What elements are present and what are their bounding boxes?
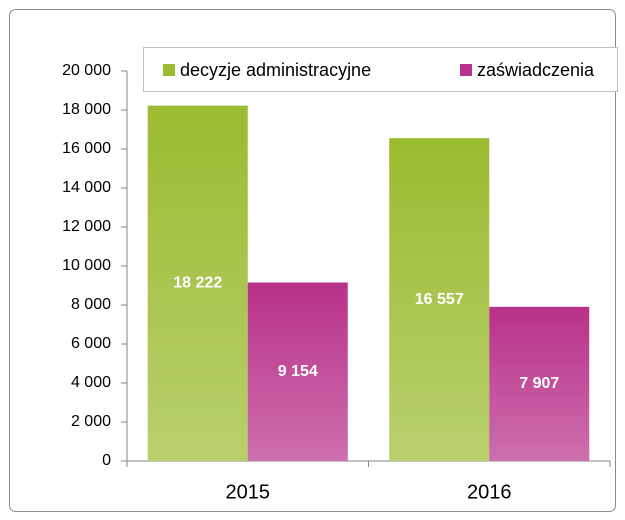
y-tick-label: 16 000 <box>62 140 111 157</box>
legend-box <box>143 47 618 92</box>
data-label: 7 907 <box>519 375 559 392</box>
y-tick-label: 0 <box>102 452 111 469</box>
data-label: 9 154 <box>278 363 318 380</box>
y-tick-label: 20 000 <box>62 62 111 79</box>
legend-swatch <box>460 64 472 76</box>
legend-swatch <box>163 64 175 76</box>
y-tick-label: 8 000 <box>71 296 111 313</box>
x-tick-label: 2015 <box>226 481 271 503</box>
data-label: 16 557 <box>415 291 464 308</box>
legend-label: decyzje administracyjne <box>180 60 371 80</box>
y-tick-label: 10 000 <box>62 257 111 274</box>
y-tick-label: 18 000 <box>62 101 111 118</box>
legend-label: zaświadczenia <box>477 60 595 80</box>
y-tick-label: 2 000 <box>71 413 111 430</box>
y-tick-label: 6 000 <box>71 335 111 352</box>
y-tick-label: 14 000 <box>62 179 111 196</box>
y-tick-label: 12 000 <box>62 218 111 235</box>
y-tick-label: 4 000 <box>71 374 111 391</box>
data-label: 18 222 <box>173 275 222 292</box>
x-tick-label: 2016 <box>467 481 512 503</box>
